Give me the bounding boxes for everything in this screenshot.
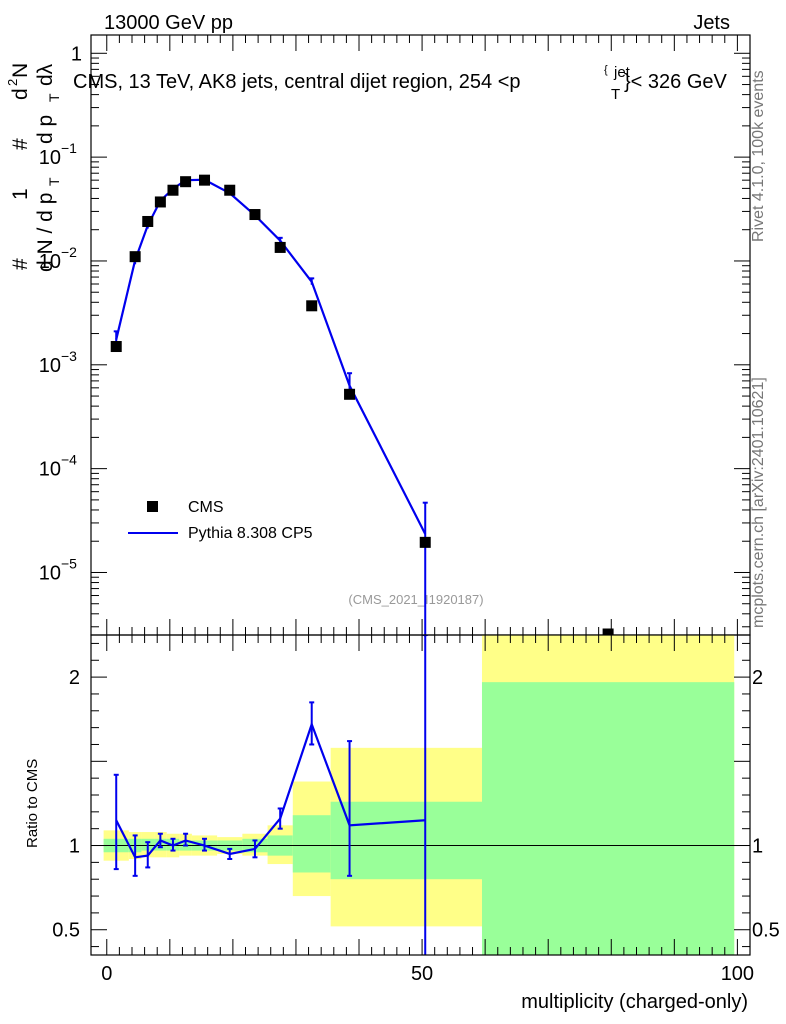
main-ytick-label: 10: [39, 251, 61, 273]
cms-point: [306, 300, 318, 312]
ratio-xtick-label: 0: [101, 963, 112, 985]
main-title: CMS, 13 TeV, AK8 jets, central dijet reg…: [73, 64, 728, 103]
ratio-ytick-label-left: 1: [69, 836, 80, 858]
ratio-ytick-label-left: 2: [69, 667, 80, 689]
ylabel-d: d: [9, 88, 32, 100]
cms-point: [142, 215, 154, 227]
ylabel-one: 1: [9, 188, 32, 200]
cms-point: [419, 536, 431, 548]
header-right: Jets: [693, 12, 730, 34]
ylabel-t-sub: T: [46, 177, 62, 186]
ylabel-dndpt: d N / d p: [34, 193, 57, 272]
main-ytick-exponent: −5: [61, 555, 77, 571]
ratio-xtick-label: 50: [411, 963, 433, 985]
ylabel-hash2: #: [9, 138, 32, 150]
ylabel-dlambda: dλ: [34, 63, 57, 86]
ratio-xlabel: multiplicity (charged-only): [521, 991, 748, 1013]
cms-point: [224, 184, 236, 196]
main-ytick-exponent: −2: [61, 244, 77, 260]
uncertainty-bands: [103, 635, 735, 955]
rivet-label: Rivet 4.1.0, 100k events: [750, 70, 767, 242]
title-subscript: T: [611, 86, 620, 103]
legend-cms-marker: [147, 501, 158, 512]
legend-pythia-label: Pythia 8.308 CP5: [188, 525, 313, 542]
cms-point: [249, 209, 261, 221]
ratio-ytick-label-right: 1: [752, 836, 763, 858]
ylabel-two: 2: [5, 79, 20, 86]
ylabel-hash: #: [9, 258, 32, 270]
analysis-watermark: (CMS_2021_I1920187): [348, 592, 483, 607]
band-green-11: [330, 801, 482, 880]
pythia-line: [115, 178, 427, 535]
legend: CMS Pythia 8.308 CP5: [128, 499, 313, 542]
ylabel-t-sub2: T: [46, 93, 62, 102]
main-yaxis: 110−110−210−310−410−5: [39, 43, 750, 628]
cms-point: [602, 628, 614, 640]
ratio-ytick-label-right: 2: [752, 667, 763, 689]
main-ytick-exponent: −4: [61, 452, 77, 468]
ratio-xtick-label: 100: [721, 963, 754, 985]
header-left: 13000 GeV pp: [104, 12, 233, 34]
legend-cms-label: CMS: [188, 499, 224, 516]
main-ytick-exponent: −1: [61, 140, 77, 156]
main-ytick-label: 10: [39, 355, 61, 377]
cms-point: [110, 341, 122, 353]
ratio-ylabel: Ratio to CMS: [24, 759, 41, 848]
cms-point: [180, 176, 192, 188]
band-green-12: [481, 682, 735, 955]
ratio-series: [113, 635, 428, 955]
main-ytick-label: 10: [39, 459, 61, 481]
main-ytick-exponent: −3: [61, 348, 77, 364]
ratio-plot: 0 50 100 0.5 0.5 1 1 2 2: [52, 35, 780, 985]
main-plot: 110−110−210−310−410−5: [39, 34, 751, 640]
main-series: [110, 174, 614, 640]
cms-point: [129, 251, 141, 263]
ylabel-n: N: [9, 63, 32, 78]
ratio-ytick-label-right: 0.5: [752, 920, 780, 942]
ratio-ytick-label-left: 0.5: [52, 920, 80, 942]
main-ytick-label: 1: [71, 43, 82, 65]
ylabel-dpt2: d p: [34, 115, 57, 144]
ratio-yaxis: 0.5 0.5 1 1 2 2: [52, 642, 780, 948]
band-green-10: [292, 815, 331, 873]
title-superscript: jet: [613, 64, 631, 81]
cms-point: [167, 184, 179, 196]
main-ytick-label: 10: [39, 147, 61, 169]
title-end: }< 326 GeV: [624, 71, 728, 93]
main-ytick-label: 10: [39, 562, 61, 584]
title-brace: {: [604, 64, 608, 76]
cms-point: [274, 241, 286, 253]
cms-point: [344, 388, 356, 400]
xaxis: 0 50 100: [101, 35, 754, 985]
mcplots-label: mcplots.cern.ch [arXiv:2401.10621]: [750, 377, 767, 628]
title-main: CMS, 13 TeV, AK8 jets, central dijet reg…: [73, 71, 521, 93]
cms-point: [199, 174, 211, 186]
cms-point: [154, 196, 166, 208]
main-ylabel: # 1 d N / d p T # d 2 N d p T dλ: [5, 63, 62, 272]
